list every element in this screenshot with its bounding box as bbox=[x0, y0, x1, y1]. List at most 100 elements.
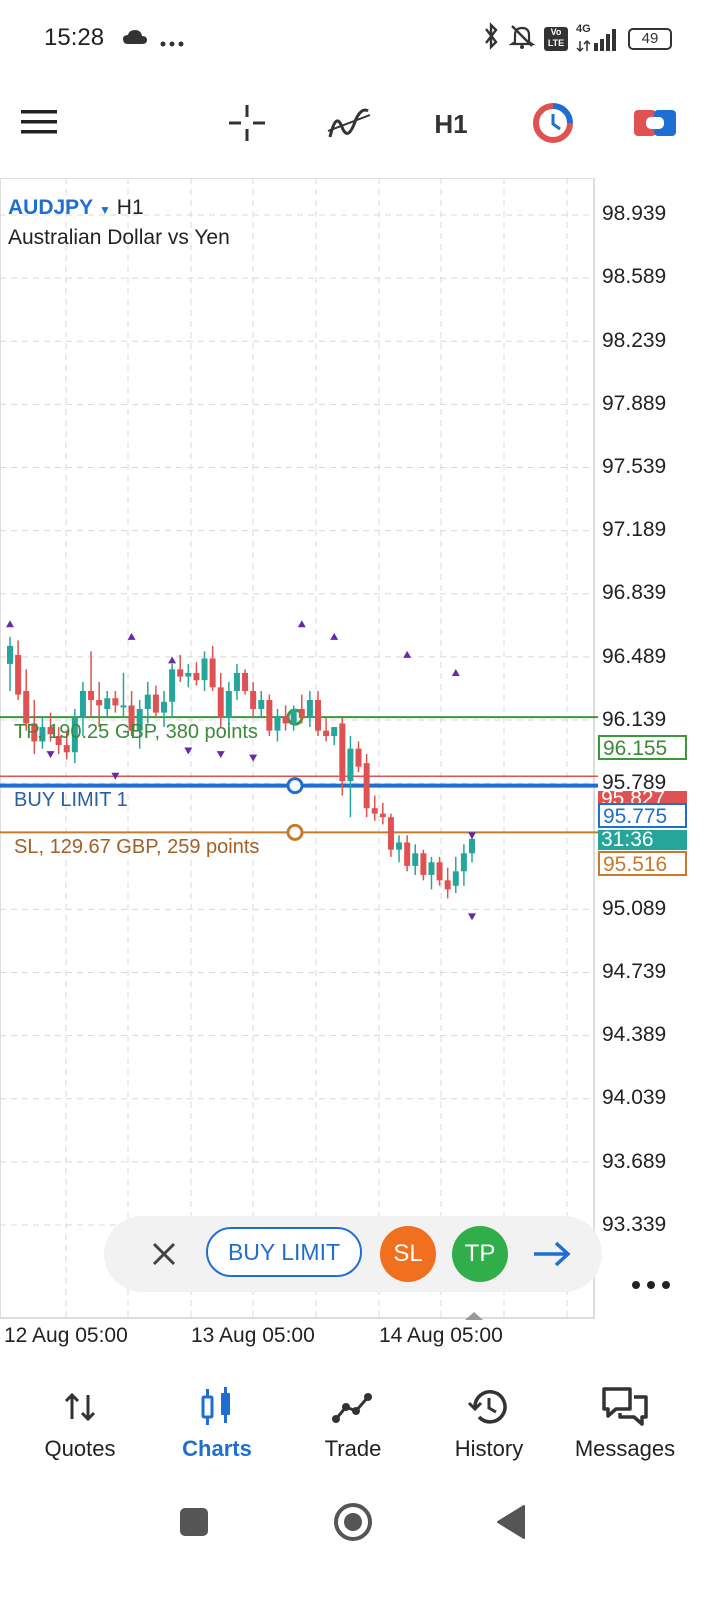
candle-body bbox=[233, 672, 240, 691]
candle-body bbox=[258, 699, 265, 709]
home-circle-icon bbox=[334, 1503, 372, 1541]
time-label: 13 Aug 05:00 bbox=[191, 1324, 315, 1347]
candle-body bbox=[379, 813, 386, 818]
nav-history[interactable]: History bbox=[419, 1370, 559, 1470]
price-axis-label: 95.789 bbox=[602, 771, 667, 794]
status-bar: 15:28 Vo LTE 4G 49 bbox=[0, 0, 720, 78]
price-axis-label: 98.239 bbox=[602, 329, 667, 352]
price-axis-label: 95.089 bbox=[602, 897, 667, 920]
price-chart[interactable] bbox=[0, 178, 720, 1363]
symbol-description: Australian Dollar vs Yen bbox=[8, 226, 230, 249]
square-icon bbox=[180, 1508, 208, 1536]
candle-body bbox=[7, 645, 13, 664]
candle-body bbox=[104, 698, 111, 709]
fractal-down-marker bbox=[216, 751, 225, 759]
candle-body bbox=[88, 690, 95, 700]
menu-button[interactable] bbox=[16, 98, 64, 146]
buy-limit-line-label[interactable]: BUY LIMIT 1 bbox=[14, 789, 128, 811]
candle-body bbox=[112, 698, 119, 706]
crosshair-icon bbox=[229, 105, 265, 141]
buy-limit-button[interactable]: BUY LIMIT bbox=[206, 1227, 362, 1277]
candle-body bbox=[282, 716, 289, 724]
nav-quotes[interactable]: Quotes bbox=[10, 1370, 150, 1470]
candle-body bbox=[15, 654, 22, 695]
tp-price-box[interactable]: 96.155 bbox=[598, 735, 687, 760]
price-axis-label: 97.889 bbox=[602, 392, 667, 415]
symbol-header[interactable]: AUDJPY ▼ H1 bbox=[8, 196, 144, 220]
bluetooth-icon bbox=[482, 22, 500, 55]
candle-body bbox=[144, 694, 151, 709]
nav-trade-label: Trade bbox=[324, 1436, 382, 1461]
buy-limit-price-box[interactable]: 95.775 bbox=[598, 803, 687, 828]
timeframe-button[interactable]: H1 bbox=[434, 108, 468, 139]
time-label: 12 Aug 05:00 bbox=[4, 1324, 128, 1347]
candle-body bbox=[79, 690, 86, 719]
tp-line-label[interactable]: TP, 190.25 GBP, 380 points bbox=[14, 721, 258, 743]
sl-line-label[interactable]: SL, 129.67 GBP, 259 points bbox=[14, 836, 260, 858]
fractal-up-marker bbox=[403, 650, 412, 658]
candle-body bbox=[436, 862, 443, 881]
system-nav-bar bbox=[0, 1490, 720, 1600]
arrow-right-icon bbox=[534, 1241, 571, 1267]
candle-body bbox=[217, 687, 224, 719]
price-axis-label: 94.739 bbox=[602, 960, 667, 983]
tp-button[interactable]: TP bbox=[452, 1226, 508, 1282]
nav-quotes-label: Quotes bbox=[44, 1436, 116, 1461]
place-order-button[interactable] bbox=[532, 1234, 572, 1274]
home-button[interactable] bbox=[333, 1502, 373, 1542]
back-triangle-icon bbox=[497, 1505, 525, 1539]
price-axis-label: 96.139 bbox=[602, 708, 667, 731]
signal-icon: 4G bbox=[576, 23, 620, 53]
candle-body bbox=[55, 736, 62, 746]
indicators-button[interactable] bbox=[322, 98, 376, 148]
sl-price-box[interactable]: 95.516 bbox=[598, 851, 687, 876]
candle-body bbox=[371, 808, 378, 814]
nav-charts[interactable]: Charts bbox=[147, 1370, 287, 1470]
price-axis-label: 94.389 bbox=[602, 1023, 667, 1046]
candle-body bbox=[298, 708, 305, 719]
candle-body bbox=[323, 730, 330, 737]
trade-nav-icon bbox=[332, 1382, 374, 1432]
candle-body bbox=[339, 723, 346, 782]
nav-charts-label: Charts bbox=[182, 1436, 252, 1461]
crosshair-button[interactable] bbox=[222, 98, 272, 148]
candle-body bbox=[136, 708, 143, 731]
symbol-dropdown-icon[interactable]: ▼ bbox=[99, 203, 111, 217]
trade-button[interactable] bbox=[630, 98, 680, 148]
candle-body bbox=[71, 718, 78, 753]
symbol-name[interactable]: AUDJPY bbox=[8, 196, 94, 219]
candle-body bbox=[185, 672, 192, 677]
more-options-button[interactable] bbox=[630, 1275, 672, 1295]
candle-body bbox=[128, 705, 135, 731]
candle-body bbox=[209, 658, 216, 688]
candle-body bbox=[420, 853, 427, 875]
chart-area[interactable] bbox=[0, 178, 720, 1363]
candle-body bbox=[290, 708, 297, 724]
chart-frame bbox=[0, 178, 595, 1319]
chart-toolbar: H1 bbox=[0, 78, 720, 174]
fractal-up-marker bbox=[330, 632, 339, 640]
nav-trade[interactable]: Trade bbox=[283, 1370, 423, 1470]
candle-body bbox=[266, 699, 273, 731]
sl-button[interactable]: SL bbox=[380, 1226, 436, 1282]
charts-icon bbox=[199, 1382, 235, 1432]
price-axis-label: 93.689 bbox=[602, 1150, 667, 1173]
nav-messages[interactable]: Messages bbox=[555, 1370, 695, 1470]
candle-timer: 31:36 bbox=[598, 830, 687, 850]
price-axis-label: 93.339 bbox=[602, 1213, 667, 1236]
fractal-up-marker bbox=[297, 620, 306, 628]
fractal-down-marker bbox=[111, 772, 120, 780]
one-click-trading-button[interactable] bbox=[528, 98, 578, 148]
hamburger-icon bbox=[21, 110, 57, 134]
candle-body bbox=[193, 672, 200, 681]
candle-body bbox=[347, 748, 354, 782]
candle-body bbox=[242, 672, 249, 691]
price-axis-label: 97.539 bbox=[602, 455, 667, 478]
candle-body bbox=[452, 871, 459, 886]
recent-apps-button[interactable] bbox=[178, 1506, 210, 1538]
close-order-button[interactable] bbox=[144, 1234, 184, 1274]
back-button[interactable] bbox=[494, 1504, 530, 1540]
candle-body bbox=[469, 838, 475, 854]
order-panel: BUY LIMIT SL TP bbox=[104, 1216, 602, 1292]
quotes-icon bbox=[62, 1382, 98, 1432]
